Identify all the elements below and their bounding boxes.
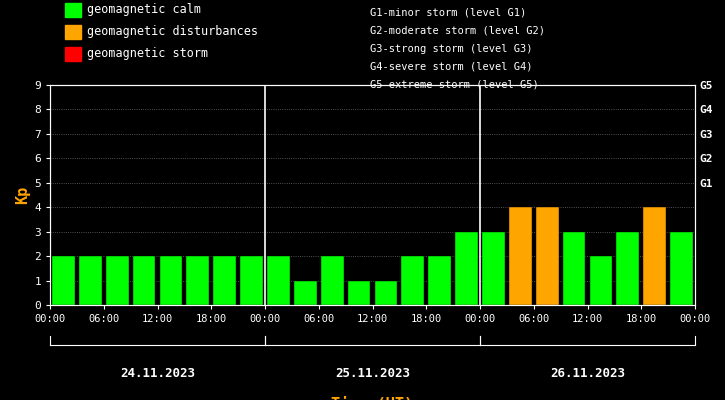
Bar [213,256,236,305]
Bar [616,232,639,305]
Bar [589,256,613,305]
Y-axis label: Kp: Kp [15,186,30,204]
Bar [670,232,693,305]
Text: G4-severe storm (level G4): G4-severe storm (level G4) [370,62,532,72]
Bar [240,256,263,305]
Text: Time (UT): Time (UT) [331,398,413,400]
Bar [294,280,317,305]
Bar [348,280,370,305]
Text: G3-strong storm (level G3): G3-strong storm (level G3) [370,44,532,54]
Bar [536,207,558,305]
Bar [79,256,102,305]
Bar [455,232,478,305]
Bar [375,280,397,305]
Bar [267,256,290,305]
Bar [563,232,586,305]
Text: G5-extreme storm (level G5): G5-extreme storm (level G5) [370,80,539,90]
Bar [160,256,183,305]
Text: 24.11.2023: 24.11.2023 [120,367,195,380]
Bar [186,256,210,305]
Bar [643,207,666,305]
Bar [428,256,451,305]
Bar [133,256,155,305]
Bar [320,256,344,305]
Text: geomagnetic calm: geomagnetic calm [87,4,201,16]
Bar [52,256,75,305]
Bar [482,232,505,305]
Text: 25.11.2023: 25.11.2023 [335,367,410,380]
Bar [106,256,128,305]
Bar [402,256,424,305]
Text: geomagnetic disturbances: geomagnetic disturbances [87,26,258,38]
Text: 26.11.2023: 26.11.2023 [550,367,625,380]
Bar [509,207,531,305]
Text: geomagnetic storm: geomagnetic storm [87,48,208,60]
Text: G2-moderate storm (level G2): G2-moderate storm (level G2) [370,26,545,36]
Text: G1-minor storm (level G1): G1-minor storm (level G1) [370,8,526,18]
